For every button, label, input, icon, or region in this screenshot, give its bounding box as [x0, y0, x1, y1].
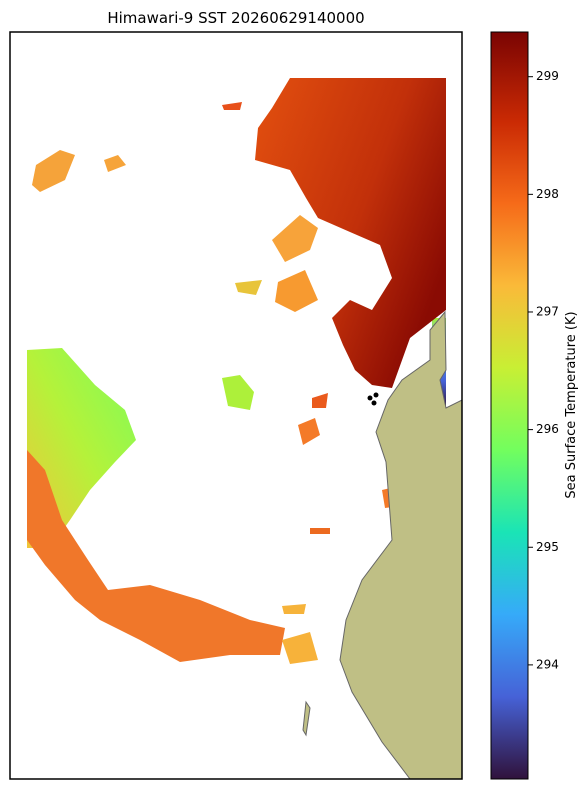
map-title: Himawari-9 SST 20260629140000 — [107, 9, 364, 27]
sst-field — [312, 393, 328, 408]
colorbar-label: Sea Surface Temperature (K) — [564, 311, 579, 498]
colorbar-tick-label: 294 — [536, 657, 559, 671]
marker — [373, 392, 379, 398]
colorbar-tick-label: 298 — [536, 187, 559, 201]
sst-field — [222, 102, 242, 110]
map-panel — [9, 31, 463, 780]
colorbar-tick-label: 296 — [536, 422, 559, 436]
sst-field — [298, 418, 320, 445]
sst-field — [275, 270, 318, 312]
marker — [371, 400, 377, 406]
sst-field — [272, 215, 318, 262]
sst-field — [310, 528, 330, 534]
sst-field — [255, 78, 446, 388]
sst-field — [282, 632, 318, 664]
colorbar-scale — [490, 31, 529, 780]
sst-field — [32, 150, 75, 192]
colorbar: Sea Surface Temperature (K) 294 295 296 297… — [490, 31, 579, 780]
land — [339, 310, 463, 780]
colorbar-tick-label: 295 — [536, 540, 559, 554]
colorbar-tick-label: 297 — [536, 304, 559, 318]
sst-field — [27, 450, 285, 662]
sst-field — [222, 375, 254, 410]
colorbar-tick-label: 299 — [536, 69, 559, 83]
markers — [367, 392, 379, 406]
sst-field — [235, 280, 262, 295]
island — [302, 700, 311, 737]
marker — [367, 395, 373, 401]
sst-field — [282, 604, 306, 614]
sst-field — [104, 155, 126, 172]
map-frame — [9, 31, 463, 780]
